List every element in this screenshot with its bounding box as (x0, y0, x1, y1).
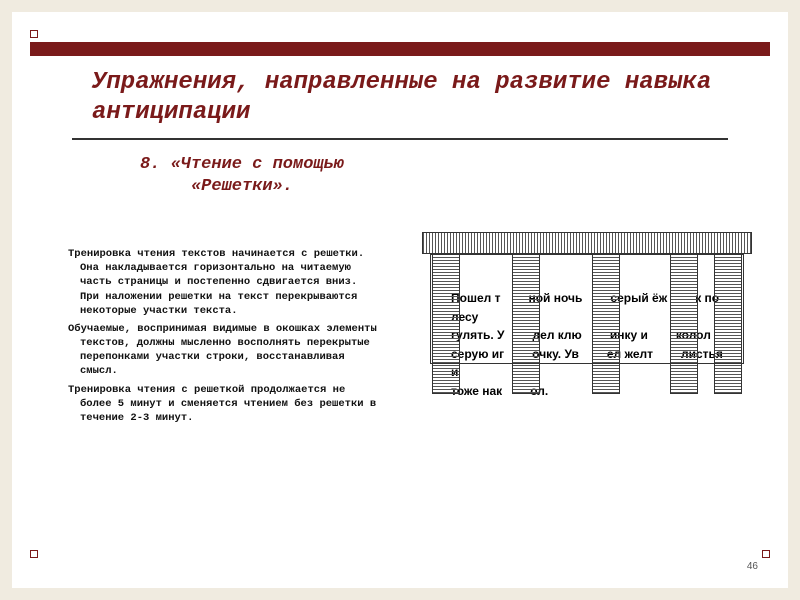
paragraph: Обучаемые, воспринимая видимые в окошках… (68, 322, 378, 379)
corner-square (30, 30, 38, 38)
page-title: Упражнения, направленные на развитие нав… (92, 68, 728, 128)
grid-bar (670, 254, 698, 394)
corner-square (30, 550, 38, 558)
page-number: 46 (747, 561, 758, 572)
grid-rail (422, 232, 752, 254)
paragraph: Тренировка чтения с решеткой продолжаетс… (68, 383, 378, 426)
body-text: Тренировка чтения текстов начинается с р… (68, 247, 378, 429)
slide: Упражнения, направленные на развитие нав… (12, 12, 788, 588)
grid-bar (714, 254, 742, 394)
grid-bar (432, 254, 460, 394)
subtitle: 8. «Чтение с помощью «Решетки». (92, 154, 392, 198)
grid-illustration: Пошел тной ночьсерый ёжк по лесу гулять.… (422, 232, 752, 402)
grid-bar (512, 254, 540, 394)
grid-bar (592, 254, 620, 394)
corner-square (762, 550, 770, 558)
top-stripe (30, 42, 770, 56)
paragraph: Тренировка чтения текстов начинается с р… (68, 247, 378, 318)
title-underline (72, 138, 728, 140)
